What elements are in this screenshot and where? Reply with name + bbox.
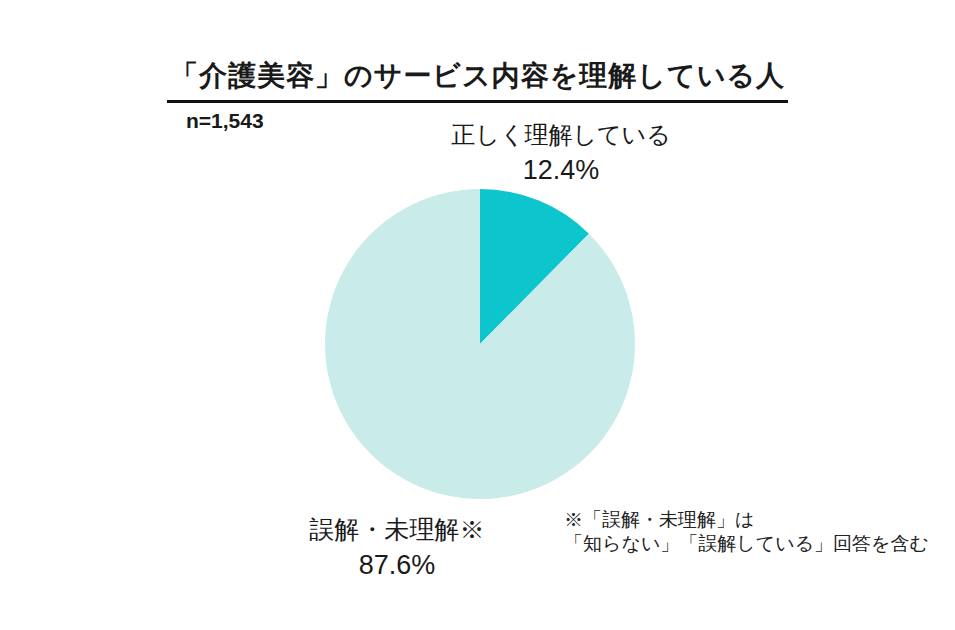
page: { "title": "「介護美容」のサービス内容を理解している人", "sam… [0, 0, 955, 630]
pie-chart-container [325, 189, 635, 499]
chart-title: 「介護美容」のサービス内容を理解している人 [0, 57, 955, 103]
footnote-line2: 「知らない」「誤解している」回答を含む [564, 532, 929, 556]
label-misunderstood: 誤解・未理解※ 87.6% [247, 514, 547, 581]
sample-size: n=1,543 [186, 109, 264, 133]
label-correct-value: 12.4% [411, 154, 711, 186]
footnote-line1: ※「誤解・未理解」は [564, 508, 929, 532]
label-correct: 正しく理解している 12.4% [411, 119, 711, 187]
label-misunderstood-text: 誤解・未理解※ [247, 514, 547, 544]
label-misunderstood-value: 87.6% [247, 549, 547, 581]
label-correct-text: 正しく理解している [411, 119, 711, 151]
footnote: ※「誤解・未理解」は 「知らない」「誤解している」回答を含む [564, 508, 929, 556]
pie-chart [325, 189, 635, 499]
